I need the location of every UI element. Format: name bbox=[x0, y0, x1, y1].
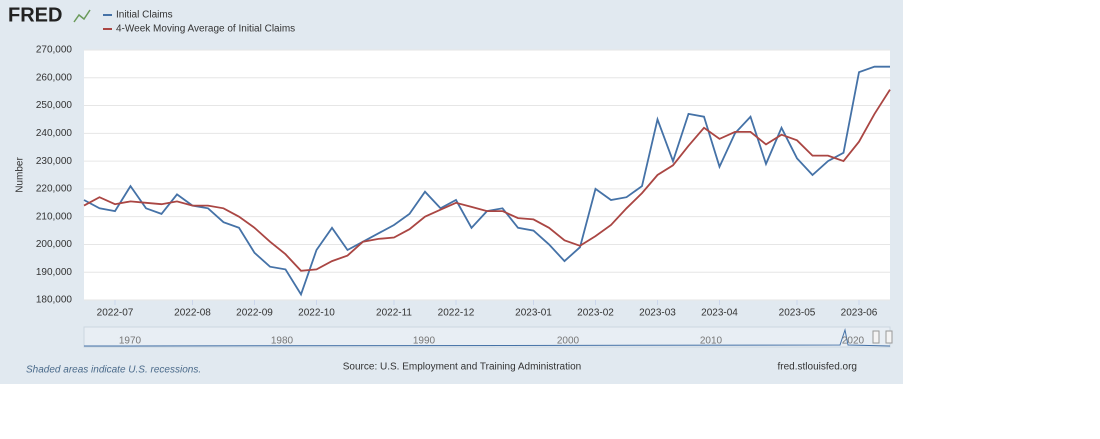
x-tick-label: 2022-07 bbox=[97, 308, 134, 319]
recession-note: Shaded areas indicate U.S. recessions. bbox=[26, 365, 201, 376]
x-tick-label: 2023-06 bbox=[841, 308, 878, 319]
logo-icon bbox=[73, 9, 91, 23]
y-tick-label: 250,000 bbox=[36, 100, 73, 111]
x-tick-label: 2022-10 bbox=[298, 308, 335, 319]
navigator-label: 2000 bbox=[557, 336, 580, 347]
y-tick-label: 220,000 bbox=[36, 184, 73, 195]
y-axis-title: Number bbox=[15, 157, 26, 193]
navigator-label: 1990 bbox=[413, 336, 436, 347]
legend-label: 4-Week Moving Average of Initial Claims bbox=[116, 24, 295, 35]
x-tick-label: 2022-12 bbox=[438, 308, 475, 319]
x-tick-label: 2023-05 bbox=[779, 308, 816, 319]
navigator-handle[interactable] bbox=[885, 330, 893, 344]
navigator-label: 1970 bbox=[119, 336, 142, 347]
x-tick-label: 2022-09 bbox=[236, 308, 273, 319]
x-tick-label: 2023-01 bbox=[515, 308, 552, 319]
logo: FRED bbox=[8, 4, 62, 26]
y-tick-label: 180,000 bbox=[36, 295, 73, 306]
x-tick-label: 2022-08 bbox=[174, 308, 211, 319]
navigator[interactable] bbox=[83, 326, 891, 348]
y-tick-label: 200,000 bbox=[36, 239, 73, 250]
series-line bbox=[83, 89, 891, 272]
y-tick-label: 210,000 bbox=[36, 211, 73, 222]
y-tick-label: 240,000 bbox=[36, 128, 73, 139]
y-tick-label: 260,000 bbox=[36, 72, 73, 83]
navigator-label: 1980 bbox=[271, 336, 294, 347]
y-tick-label: 190,000 bbox=[36, 267, 73, 278]
y-tick-label: 270,000 bbox=[36, 45, 73, 56]
x-tick-label: 2023-02 bbox=[577, 308, 614, 319]
navigator-handle[interactable] bbox=[872, 330, 880, 344]
navigator-line bbox=[83, 328, 891, 347]
source: Source: U.S. Employment and Training Adm… bbox=[343, 362, 581, 373]
plot-area bbox=[84, 50, 890, 300]
legend-label: Initial Claims bbox=[116, 10, 173, 21]
x-tick-label: 2023-04 bbox=[701, 308, 738, 319]
y-tick-label: 230,000 bbox=[36, 156, 73, 167]
navigator-label: 2020 bbox=[842, 336, 865, 347]
x-tick-label: 2023-03 bbox=[639, 308, 676, 319]
site: fred.stlouisfed.org bbox=[778, 362, 858, 373]
x-tick-label: 2022-11 bbox=[376, 308, 412, 319]
navigator-label: 2010 bbox=[700, 336, 723, 347]
